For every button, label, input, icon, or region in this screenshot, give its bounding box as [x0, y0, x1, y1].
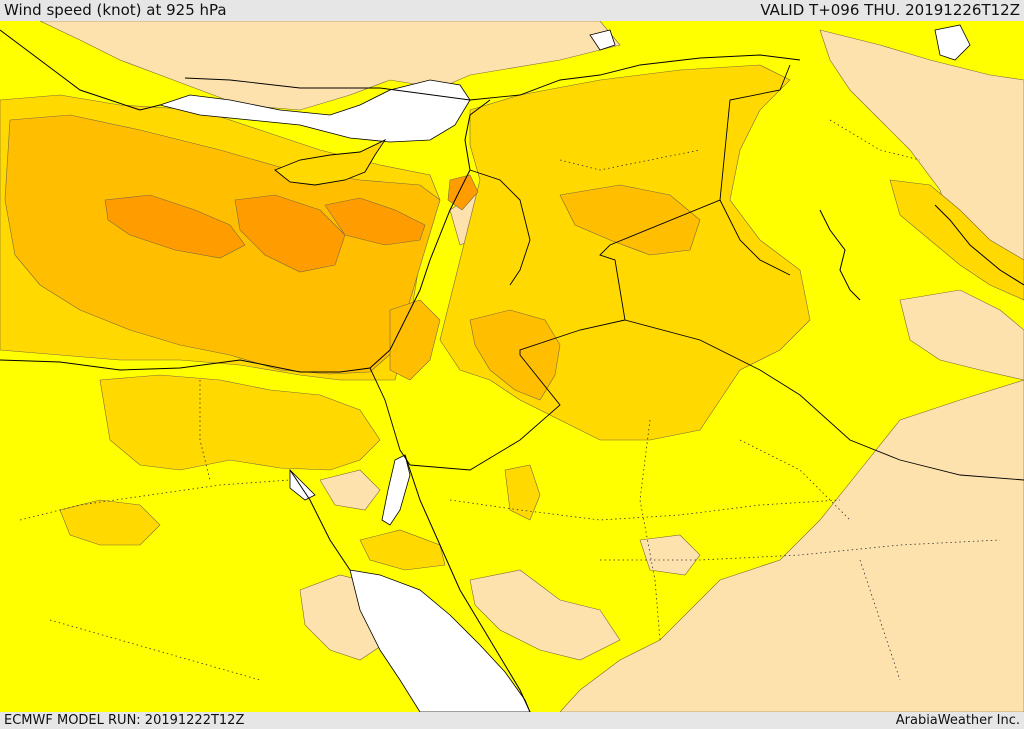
moderate-wind-sinai-patch [359, 529, 446, 571]
cyprus-outline [274, 138, 387, 186]
calm-region-arabia-patch [469, 569, 621, 661]
moderate-wind-egypt [99, 374, 381, 471]
gulf-of-suez [289, 469, 316, 501]
model-run: ECMWF MODEL RUN: 20191222T12Z [4, 713, 245, 728]
strong-wind-core-east [324, 197, 426, 246]
calm-region-southeast-patch [899, 289, 1024, 381]
black-sea-south [158, 79, 471, 143]
moderate-wind-iraq-strip [889, 179, 1024, 301]
map-footer: ECMWF MODEL RUN: 20191222T12Z ArabiaWeat… [0, 712, 1024, 729]
country-borders [184, 54, 1024, 481]
map-title: Wind speed (knot) at 925 hPa [4, 1, 227, 19]
lake-van-patch [589, 29, 616, 51]
map-canvas [0, 21, 1024, 712]
fresh-wind-israel-coast [389, 299, 441, 381]
wind-speed-map [0, 21, 1024, 712]
calm-region-west-blob [639, 534, 701, 576]
moderate-wind-south-patch [59, 499, 161, 546]
credit: ArabiaWeather Inc. [895, 713, 1020, 728]
moderate-wind-arabia-patch [504, 464, 541, 521]
strong-wind-core-center [234, 194, 346, 273]
calm-region-east [559, 379, 1024, 712]
map-header: Wind speed (knot) at 925 hPa VALID T+096… [0, 0, 1024, 21]
fresh-wind-syria-desert [559, 184, 701, 256]
strong-wind-core-west [104, 194, 246, 259]
valid-time: VALID T+096 THU. 20191226T12Z [760, 1, 1020, 19]
calm-region-sinai-patch [319, 469, 381, 511]
caspian-lake-patch [934, 24, 971, 61]
admin-boundaries [19, 119, 1001, 681]
